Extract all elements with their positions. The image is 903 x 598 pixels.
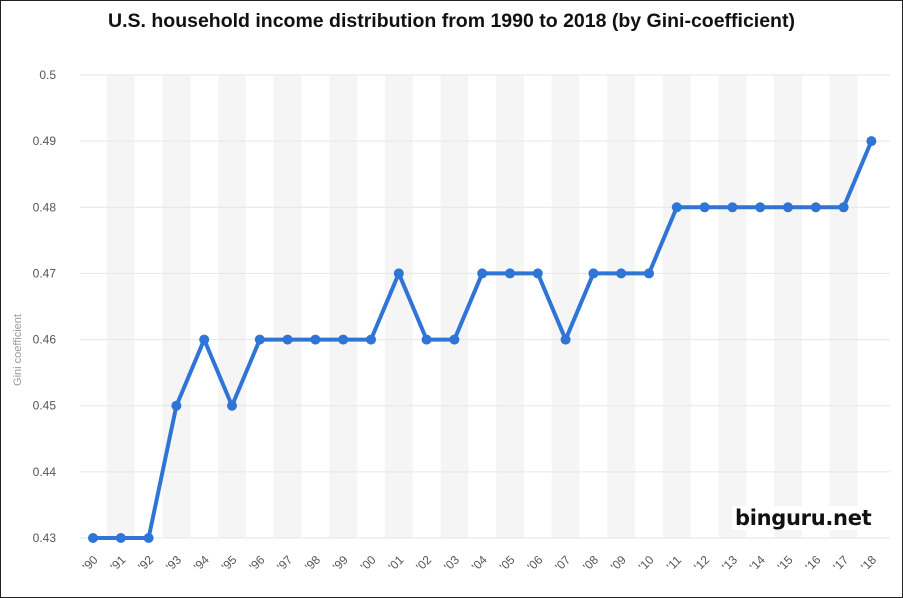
background-band [329, 75, 358, 538]
background-band [384, 75, 413, 538]
y-tick-labels: 0.43 0.44 0.45 0.46 0.47 0.48 0.49 0.5 [33, 68, 57, 545]
data-point [644, 268, 654, 279]
y-tick-label: 0.46 [33, 333, 57, 347]
x-tick-label: '17 [830, 552, 851, 573]
x-tick-label: '90 [80, 552, 101, 573]
x-tick-label: '13 [719, 552, 740, 573]
x-tick-label: '93 [163, 552, 184, 573]
x-tick-label: '09 [608, 552, 629, 573]
background-band [106, 75, 135, 538]
y-tick-label: 0.45 [33, 399, 57, 413]
data-point [810, 202, 821, 213]
data-point [115, 533, 126, 543]
data-point [449, 334, 460, 345]
x-tick-label: '92 [135, 552, 156, 573]
x-tick-label: '04 [469, 552, 490, 573]
x-tick-label: '12 [691, 552, 712, 573]
y-tick-label: 0.49 [33, 134, 57, 148]
x-tick-label: '15 [775, 552, 796, 573]
data-point [171, 400, 182, 411]
data-point [699, 202, 710, 213]
x-tick-label: '99 [330, 552, 351, 573]
x-tick-label: '91 [107, 552, 128, 573]
data-point [338, 334, 349, 345]
background-bands [106, 75, 858, 538]
data-point [477, 268, 488, 279]
data-point [505, 268, 515, 279]
data-point [838, 202, 849, 213]
background-band [273, 75, 302, 538]
y-tick-label: 0.47 [33, 266, 57, 280]
data-point [393, 268, 404, 279]
chart-title: U.S. household income distribution from … [108, 10, 795, 32]
data-point [366, 334, 376, 345]
data-point [310, 334, 321, 345]
background-band [218, 75, 246, 538]
data-point [199, 334, 210, 345]
data-point [254, 334, 265, 345]
data-point [88, 533, 98, 543]
data-point [227, 400, 237, 411]
background-band [496, 75, 524, 538]
data-point [783, 202, 793, 213]
x-tick-label: '14 [747, 552, 768, 573]
x-tick-label: '05 [497, 552, 518, 573]
data-point [727, 202, 738, 213]
x-tick-labels: '90 '91 '92 '93 '94 '95 '96 '97 '98 '99 '00 '01 '02 '… [80, 552, 880, 573]
x-tick-label: '94 [191, 552, 212, 573]
x-tick-label: '01 [385, 552, 406, 573]
x-tick-label: '10 [636, 552, 657, 573]
background-band [607, 75, 636, 538]
x-tick-label: '95 [219, 552, 240, 573]
x-tick-label: '11 [664, 553, 685, 574]
data-point [671, 202, 682, 213]
x-tick-label: '16 [802, 552, 823, 573]
y-tick-label: 0.43 [33, 531, 57, 545]
data-point [421, 334, 432, 345]
y-tick-label: 0.44 [33, 465, 57, 479]
data-point [143, 533, 154, 543]
background-band [440, 75, 469, 538]
data-point [616, 268, 627, 279]
background-band [718, 75, 747, 538]
x-tick-label: '06 [524, 552, 545, 573]
x-tick-label: '03 [441, 552, 462, 573]
background-band [662, 75, 691, 538]
background-band [829, 75, 858, 538]
x-tick-label: '07 [552, 552, 573, 573]
x-tick-label: '98 [302, 552, 323, 573]
data-point [866, 136, 877, 147]
data-point [755, 202, 766, 213]
x-tick-label: '97 [274, 552, 295, 573]
x-tick-label: '18 [858, 552, 879, 573]
data-point [588, 268, 599, 279]
x-tick-label: '02 [413, 552, 434, 573]
x-tick-label: '96 [246, 552, 267, 573]
background-band [774, 75, 802, 538]
watermark-text: binguru.net [732, 506, 875, 530]
y-tick-label: 0.48 [33, 200, 57, 214]
data-point [560, 334, 571, 345]
y-tick-label: 0.5 [39, 68, 56, 82]
background-band [162, 75, 191, 538]
data-point [282, 334, 293, 345]
background-band [551, 75, 580, 538]
gridlines [80, 74, 890, 539]
data-point [532, 268, 543, 279]
x-tick-label: '00 [358, 552, 379, 573]
x-tick-label: '08 [580, 552, 601, 573]
series-layer [88, 136, 877, 543]
